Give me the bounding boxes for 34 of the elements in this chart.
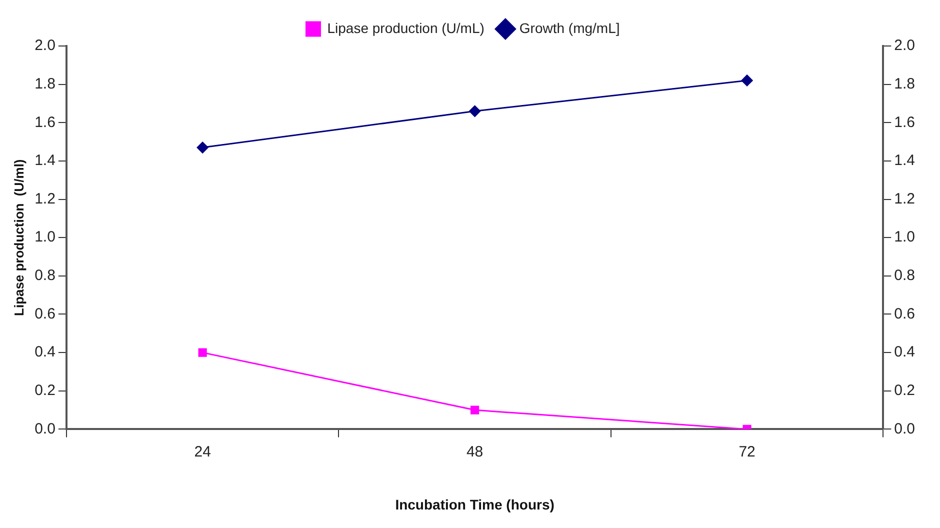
y-tick-label: 1.8 <box>34 75 56 92</box>
y-tick-label: 0.6 <box>34 305 56 322</box>
y-tick-label: 1.0 <box>34 228 56 246</box>
y-tick-label: 0.4 <box>34 344 56 361</box>
y2-tick-label: 0.6 <box>894 305 916 322</box>
y2-tick-label: 1.2 <box>894 190 916 208</box>
y-tick-label: 1.4 <box>34 152 56 170</box>
point <box>196 142 208 154</box>
y2-tick-label: 0.8 <box>894 267 916 284</box>
y-tick-label: 1.2 <box>34 190 56 208</box>
legend-label: Lipase production (U/mL) <box>327 20 484 36</box>
point <box>470 406 480 414</box>
y-tick-label: 0.2 <box>34 382 56 400</box>
x-tick-label: 72 <box>738 443 756 460</box>
y2-tick-label: 0.2 <box>894 382 916 400</box>
y2-tick-label: 0.0 <box>894 420 916 438</box>
y2-tick-label: 1.6 <box>894 114 916 131</box>
y2-tick-label: 1.8 <box>894 75 916 92</box>
y-tick-label: 0.8 <box>34 267 56 284</box>
y-tick-label: 0.0 <box>34 420 56 438</box>
y2-tick-label: 2.0 <box>894 37 916 54</box>
y2-tick-label: 1.4 <box>894 152 916 170</box>
y2-tick-label: 1.0 <box>894 228 916 246</box>
point <box>198 348 207 357</box>
y-tick-label: 1.6 <box>34 114 56 131</box>
x-tick-label: 48 <box>466 443 484 460</box>
point <box>741 74 753 86</box>
x-axis-title: Incubation Time (hours) <box>395 496 554 512</box>
y2-tick-label: 0.4 <box>894 344 916 361</box>
legend-label: Growth (mg/mL] <box>519 20 620 36</box>
y-axis-title: Lipase production (U/ml) <box>11 159 26 316</box>
x-tick-label: 24 <box>194 443 211 460</box>
y-tick-label: 2.0 <box>34 37 56 54</box>
point <box>469 105 481 117</box>
